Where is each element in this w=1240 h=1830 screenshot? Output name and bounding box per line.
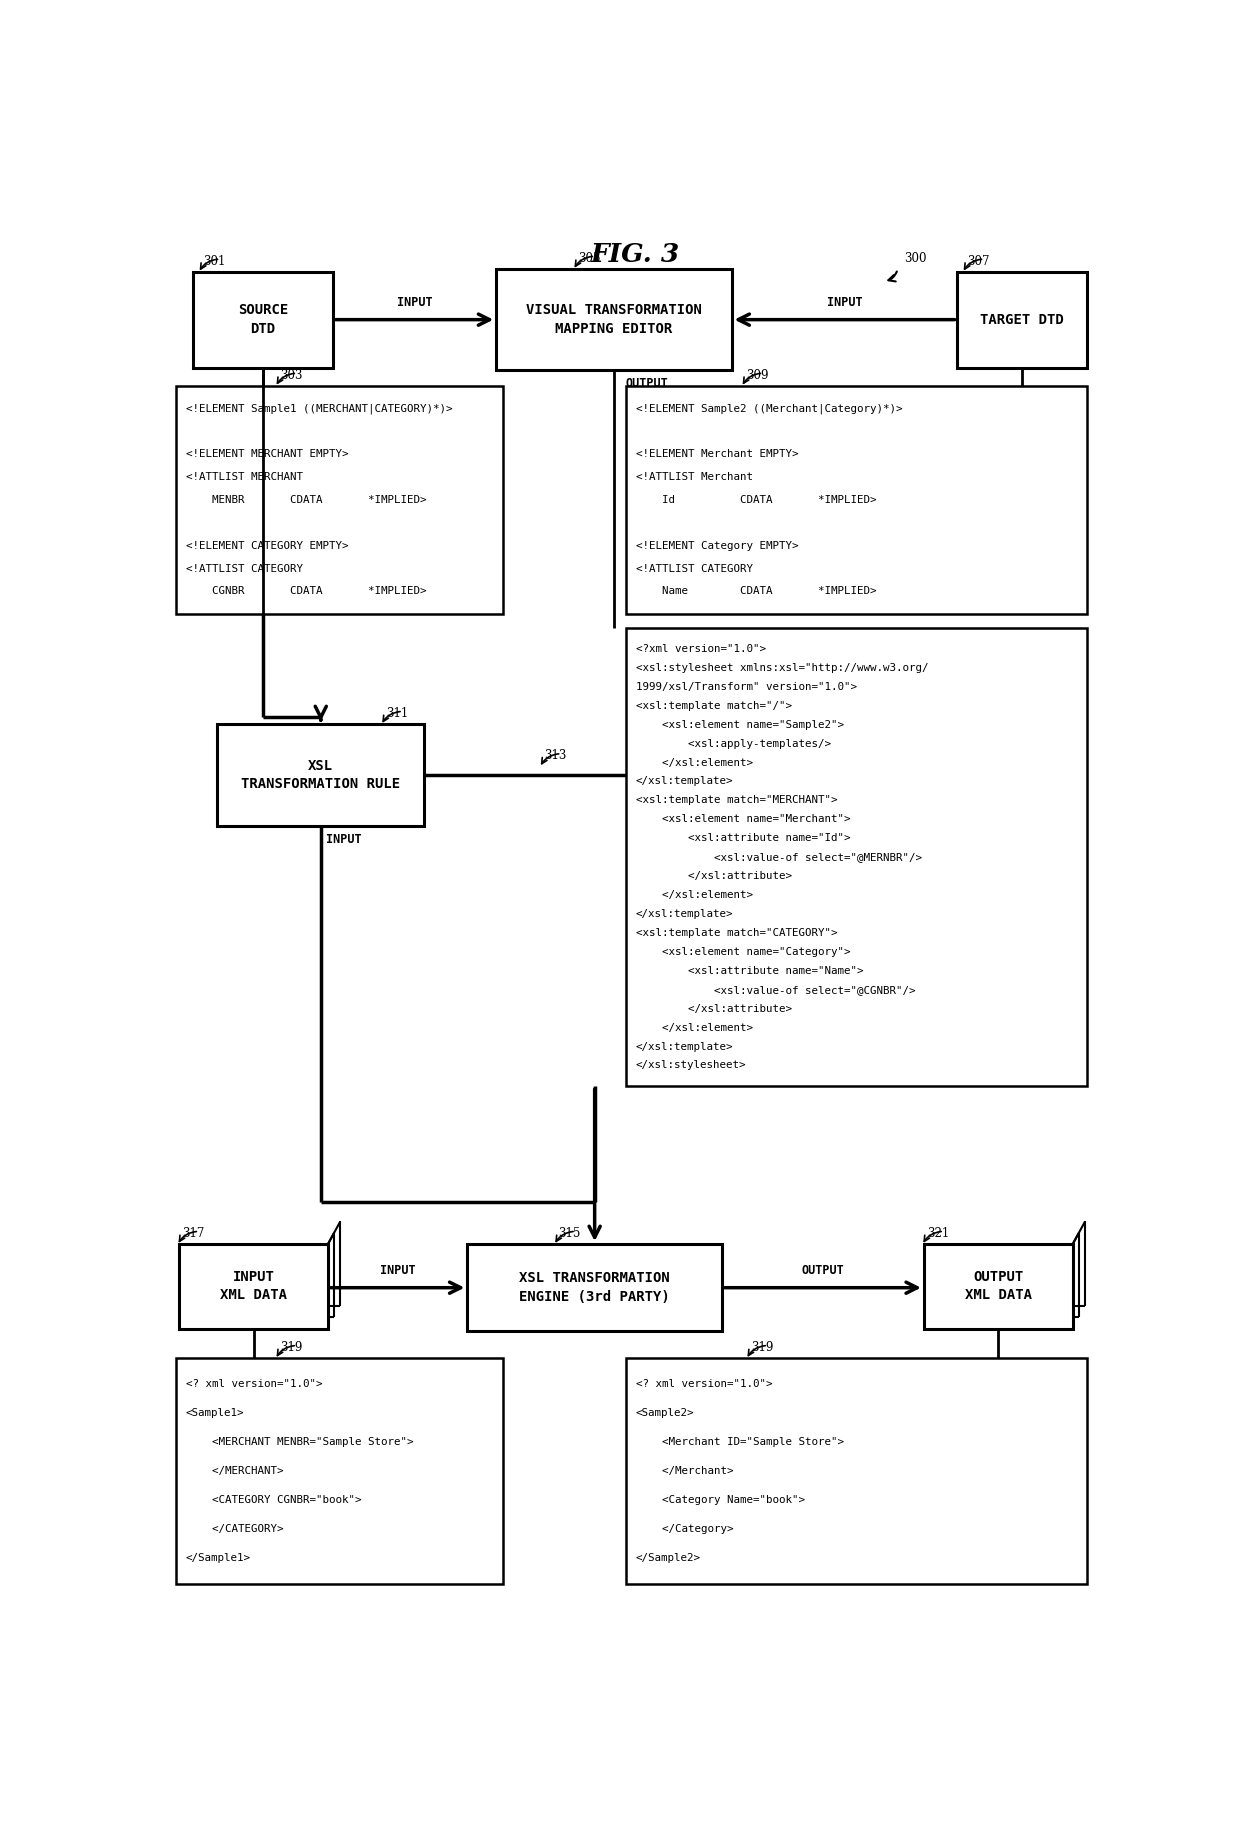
Text: </CATEGORY>: </CATEGORY> bbox=[186, 1524, 283, 1534]
Text: <xsl:element name="Merchant">: <xsl:element name="Merchant"> bbox=[635, 814, 849, 824]
Bar bbox=[924, 1244, 1073, 1329]
Text: <!ATTLIST MERCHANT: <!ATTLIST MERCHANT bbox=[186, 472, 303, 481]
Text: </xsl:template>: </xsl:template> bbox=[635, 910, 733, 919]
Text: 315: 315 bbox=[558, 1226, 582, 1239]
Bar bbox=[467, 1244, 722, 1332]
Text: VISUAL TRANSFORMATION
MAPPING EDITOR: VISUAL TRANSFORMATION MAPPING EDITOR bbox=[526, 304, 702, 337]
Text: <xsl:apply-templates/>: <xsl:apply-templates/> bbox=[635, 739, 831, 748]
Text: 301: 301 bbox=[203, 254, 226, 267]
Text: OUTPUT: OUTPUT bbox=[801, 1265, 844, 1277]
Text: 319: 319 bbox=[751, 1341, 774, 1354]
Text: </Sample1>: </Sample1> bbox=[186, 1554, 250, 1563]
Text: 311: 311 bbox=[386, 706, 408, 719]
Text: 303: 303 bbox=[280, 368, 303, 382]
Text: </xsl:attribute>: </xsl:attribute> bbox=[635, 871, 791, 882]
Text: <xsl:template match="/">: <xsl:template match="/"> bbox=[635, 701, 791, 710]
Text: <!ELEMENT Merchant EMPTY>: <!ELEMENT Merchant EMPTY> bbox=[635, 450, 799, 459]
Text: </xsl:element>: </xsl:element> bbox=[635, 1023, 753, 1032]
Text: <xsl:stylesheet xmlns:xsl="http://www.w3.org/: <xsl:stylesheet xmlns:xsl="http://www.w3… bbox=[635, 662, 928, 673]
Text: 307: 307 bbox=[967, 254, 990, 267]
Text: <Merchant ID="Sample Store">: <Merchant ID="Sample Store"> bbox=[635, 1437, 843, 1448]
Text: <!ATTLIST Merchant: <!ATTLIST Merchant bbox=[635, 472, 753, 481]
Text: XSL
TRANSFORMATION RULE: XSL TRANSFORMATION RULE bbox=[242, 759, 401, 791]
Text: </Sample2>: </Sample2> bbox=[635, 1554, 701, 1563]
Text: <? xml version="1.0">: <? xml version="1.0"> bbox=[635, 1380, 773, 1389]
Text: </xsl:template>: </xsl:template> bbox=[635, 1041, 733, 1052]
Text: <xsl:element name="Category">: <xsl:element name="Category"> bbox=[635, 946, 849, 957]
Bar bbox=[626, 628, 1087, 1087]
Text: <xsl:attribute name="Id">: <xsl:attribute name="Id"> bbox=[635, 833, 849, 844]
Text: </xsl:stylesheet>: </xsl:stylesheet> bbox=[635, 1060, 746, 1071]
Text: 321: 321 bbox=[926, 1226, 949, 1239]
Bar bbox=[179, 1244, 327, 1329]
Text: 300: 300 bbox=[905, 253, 928, 265]
Text: </xsl:attribute>: </xsl:attribute> bbox=[635, 1003, 791, 1014]
Bar bbox=[496, 269, 732, 370]
Text: <xsl:element name="Sample2">: <xsl:element name="Sample2"> bbox=[635, 719, 843, 730]
Text: <Sample2>: <Sample2> bbox=[635, 1407, 694, 1418]
Text: 305: 305 bbox=[578, 253, 600, 265]
Text: <!ELEMENT Sample1 ((MERCHANT|CATEGORY)*)>: <!ELEMENT Sample1 ((MERCHANT|CATEGORY)*)… bbox=[186, 403, 453, 414]
Text: </xsl:template>: </xsl:template> bbox=[635, 776, 733, 787]
Text: </xsl:element>: </xsl:element> bbox=[635, 889, 753, 900]
Text: SOURCE
DTD: SOURCE DTD bbox=[238, 304, 288, 337]
Text: CGNBR       CDATA       *IMPLIED>: CGNBR CDATA *IMPLIED> bbox=[186, 586, 427, 597]
Text: INPUT: INPUT bbox=[381, 1265, 415, 1277]
Text: <xsl:value-of select="@MERNBR"/>: <xsl:value-of select="@MERNBR"/> bbox=[635, 853, 921, 862]
Text: XSL TRANSFORMATION
ENGINE (3rd PARTY): XSL TRANSFORMATION ENGINE (3rd PARTY) bbox=[520, 1272, 670, 1305]
Text: 317: 317 bbox=[182, 1226, 205, 1239]
Bar bbox=[626, 386, 1087, 615]
Text: Name        CDATA       *IMPLIED>: Name CDATA *IMPLIED> bbox=[635, 586, 875, 597]
Text: <xsl:value-of select="@CGNBR"/>: <xsl:value-of select="@CGNBR"/> bbox=[635, 985, 915, 996]
Text: 319: 319 bbox=[280, 1341, 303, 1354]
Text: </MERCHANT>: </MERCHANT> bbox=[186, 1466, 283, 1475]
Bar bbox=[217, 725, 424, 825]
Text: <xsl:attribute name="Name">: <xsl:attribute name="Name"> bbox=[635, 966, 863, 975]
Text: <!ELEMENT CATEGORY EMPTY>: <!ELEMENT CATEGORY EMPTY> bbox=[186, 540, 348, 551]
Text: <Sample1>: <Sample1> bbox=[186, 1407, 244, 1418]
Text: 313: 313 bbox=[544, 748, 567, 761]
Text: OUTPUT: OUTPUT bbox=[626, 377, 668, 390]
Text: <CATEGORY CGNBR="book">: <CATEGORY CGNBR="book"> bbox=[186, 1495, 361, 1504]
Text: TARGET DTD: TARGET DTD bbox=[981, 313, 1064, 326]
Text: OUTPUT
XML DATA: OUTPUT XML DATA bbox=[965, 1270, 1032, 1303]
Text: <!ELEMENT MERCHANT EMPTY>: <!ELEMENT MERCHANT EMPTY> bbox=[186, 450, 348, 459]
Text: <!ELEMENT Sample2 ((Merchant|Category)*)>: <!ELEMENT Sample2 ((Merchant|Category)*)… bbox=[635, 403, 901, 414]
Text: </xsl:element>: </xsl:element> bbox=[635, 758, 753, 767]
Text: <!ATTLIST CATEGORY: <!ATTLIST CATEGORY bbox=[186, 564, 303, 573]
Bar bbox=[957, 271, 1087, 368]
Text: </Category>: </Category> bbox=[635, 1524, 733, 1534]
Text: <?xml version="1.0">: <?xml version="1.0"> bbox=[635, 644, 765, 653]
Text: <!ELEMENT Category EMPTY>: <!ELEMENT Category EMPTY> bbox=[635, 540, 799, 551]
Text: <xsl:template match="CATEGORY">: <xsl:template match="CATEGORY"> bbox=[635, 928, 837, 939]
Text: <? xml version="1.0">: <? xml version="1.0"> bbox=[186, 1380, 322, 1389]
Text: FIG. 3: FIG. 3 bbox=[591, 242, 680, 267]
Text: INPUT: INPUT bbox=[326, 833, 361, 845]
Text: <!ATTLIST CATEGORY: <!ATTLIST CATEGORY bbox=[635, 564, 753, 573]
Text: 309: 309 bbox=[746, 368, 769, 382]
Bar bbox=[626, 1358, 1087, 1583]
Text: <MERCHANT MENBR="Sample Store">: <MERCHANT MENBR="Sample Store"> bbox=[186, 1437, 413, 1448]
Text: INPUT: INPUT bbox=[397, 296, 433, 309]
Text: <xsl:template match="MERCHANT">: <xsl:template match="MERCHANT"> bbox=[635, 796, 837, 805]
Text: <Category Name="book">: <Category Name="book"> bbox=[635, 1495, 805, 1504]
Bar bbox=[176, 1358, 503, 1583]
Text: INPUT: INPUT bbox=[827, 296, 863, 309]
Text: Id          CDATA       *IMPLIED>: Id CDATA *IMPLIED> bbox=[635, 494, 875, 505]
Text: 1999/xsl/Transform" version="1.0">: 1999/xsl/Transform" version="1.0"> bbox=[635, 683, 857, 692]
Bar bbox=[176, 386, 503, 615]
Text: MENBR       CDATA       *IMPLIED>: MENBR CDATA *IMPLIED> bbox=[186, 494, 427, 505]
Text: </Merchant>: </Merchant> bbox=[635, 1466, 733, 1475]
Text: INPUT
XML DATA: INPUT XML DATA bbox=[219, 1270, 286, 1303]
Bar bbox=[193, 271, 332, 368]
